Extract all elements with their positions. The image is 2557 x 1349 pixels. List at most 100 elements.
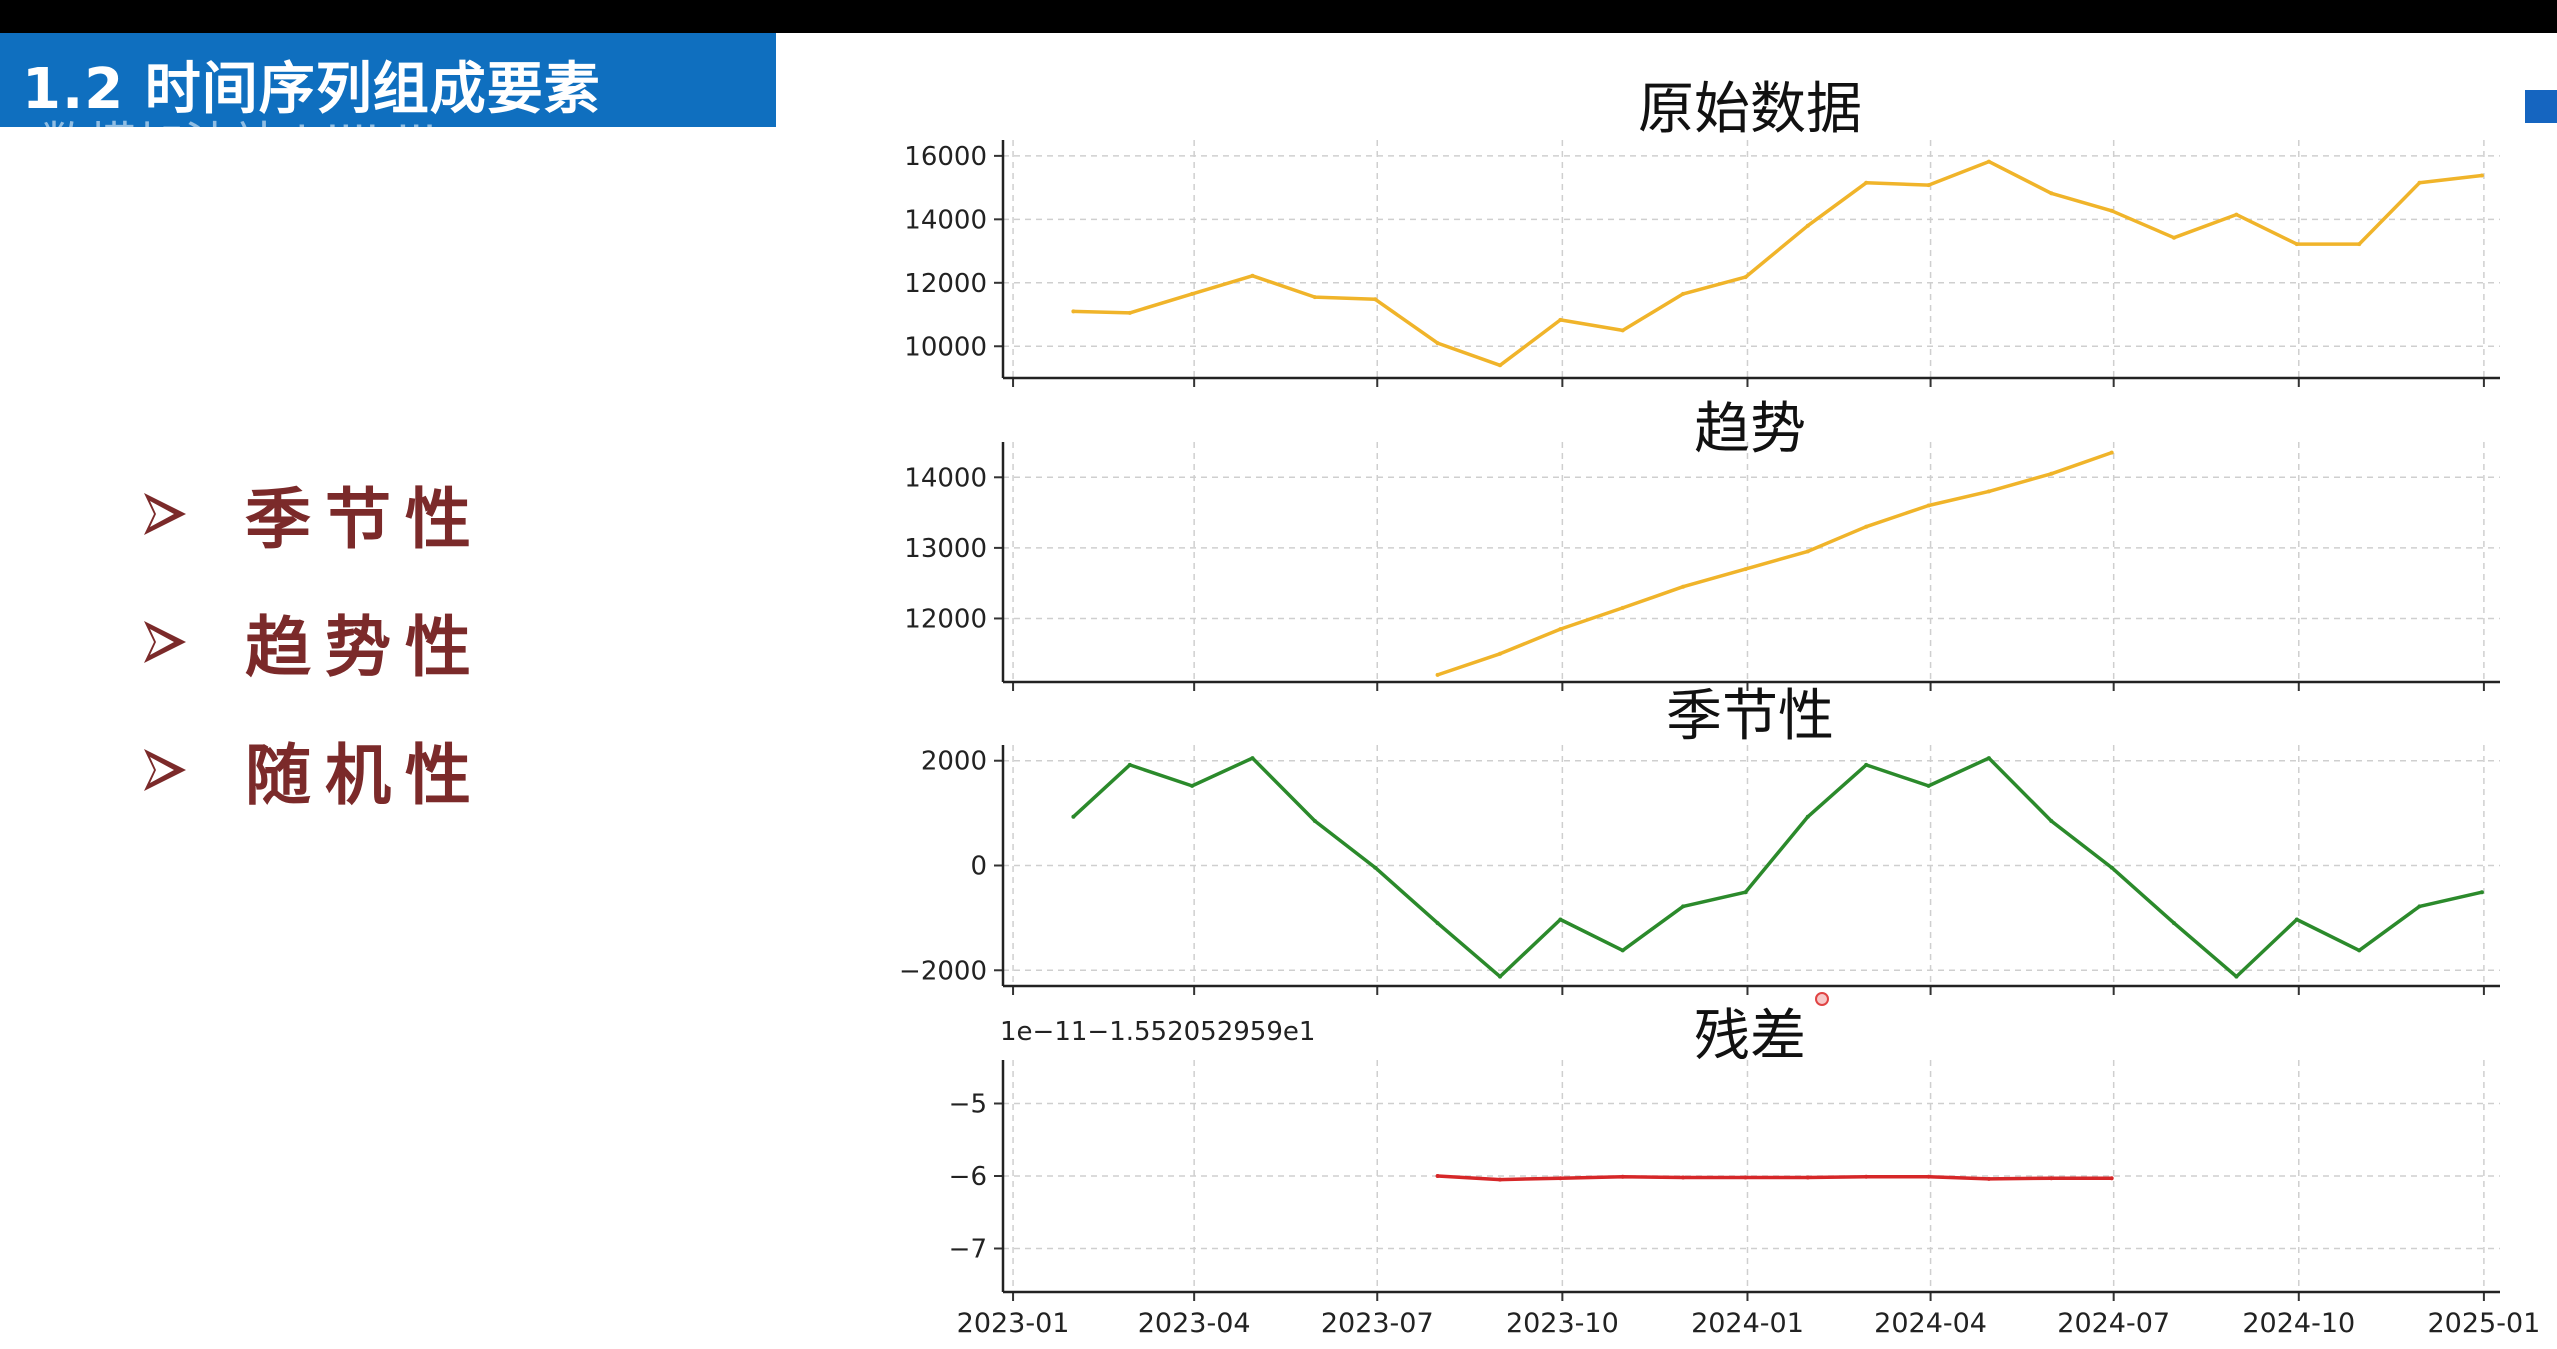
chart-title: 趋势 [1694,397,1806,462]
bullet-item-randomness: 随机性 [140,706,485,834]
chart-title: 原始数据 [1638,77,1862,142]
y-tick-label: 12000 [904,269,987,299]
data-point [1743,275,1748,280]
y-tick-label: 2000 [921,747,987,777]
y-tick-label: −7 [949,1235,987,1265]
series-line [1435,1174,2114,1182]
data-point [1250,273,1255,278]
y-tick-label: −6 [949,1162,987,1192]
data-point [1986,756,1991,761]
data-point [1926,183,1931,188]
data-point [1071,309,1076,314]
data-point [1681,291,1686,296]
top-black-bar [0,0,2557,33]
data-point [1435,672,1440,677]
data-point [1864,180,1869,185]
data-point [1743,890,1748,895]
data-point [2294,917,2299,922]
chart-title: 残差 [1694,1004,1806,1069]
x-tick-label: 2023-07 [1321,1308,1434,1339]
data-point [2417,904,2422,909]
data-point [1681,1175,1686,1180]
data-point [1558,627,1563,632]
x-tick-label: 2024-04 [1874,1308,1987,1339]
bullet-label: 季节性 [245,480,485,558]
data-point [1127,762,1132,767]
data-point [1743,1175,1748,1180]
data-point [2109,208,2114,213]
x-tick-label: 2023-01 [957,1308,1070,1339]
arrow-bullet-icon [144,749,186,791]
y-tick-label: 13000 [904,534,987,564]
data-point [1558,917,1563,922]
data-point [2479,890,2484,895]
data-point [1864,762,1869,767]
data-point [1127,310,1132,315]
bullet-label: 趋势性 [245,608,485,686]
data-point [1250,756,1255,761]
y-tick-label: −2000 [899,956,987,986]
data-point [1864,524,1869,529]
y-tick-label: 10000 [904,332,987,362]
data-point [2049,819,2054,823]
data-point [1681,904,1686,909]
series-line [1071,756,2484,979]
chart-title: 季节性 [1666,684,1834,749]
data-point [2417,180,2422,185]
data-point [1805,814,1810,819]
slide-title: 1.2 时间序列组成要素 [22,57,601,122]
data-point [1620,605,1625,610]
data-point [1312,295,1317,300]
data-point [1986,1176,1991,1181]
data-point [2049,1176,2054,1181]
x-tick-label: 2024-10 [2242,1308,2355,1339]
data-point [1373,297,1378,302]
data-point [1071,814,1076,819]
data-point [2172,235,2176,240]
data-point [1805,549,1810,554]
data-point [1620,1174,1625,1179]
arrow-bullet-icon [144,621,186,663]
data-point [2357,242,2362,247]
arrow-bullet-icon [144,493,186,535]
data-point [1986,489,1991,494]
data-point [1926,503,1931,508]
data-point [1743,567,1748,572]
x-tick-label: 2025-01 [2427,1308,2540,1339]
x-tick-label: 2023-04 [1138,1308,1251,1339]
data-point [1620,948,1625,953]
data-point [1373,865,1378,870]
y-tick-label: 0 [970,852,987,882]
data-point [1435,1174,1440,1178]
data-point [2109,450,2114,455]
series-line [1435,450,2114,677]
bullet-label: 随机性 [245,736,485,814]
y-tick-label: 12000 [904,604,987,634]
data-point [1986,159,1991,164]
data-point [2234,974,2239,979]
pointer-dot [1815,992,1829,1006]
y-tick-label: 14000 [904,463,987,493]
data-point [1498,1177,1502,1182]
bullet-item-seasonality: 季节性 [140,450,485,578]
data-point [1805,1175,1810,1180]
data-point [2294,242,2299,247]
axis-offset-label: 1e−11−1.552052959e1 [1000,1017,1315,1047]
x-tick-label: 2023-10 [1506,1308,1619,1339]
data-point [2234,212,2239,217]
data-point [1312,819,1317,823]
data-point [2479,173,2484,178]
data-point [1435,341,1440,346]
data-point [1498,363,1502,368]
y-tick-label: 14000 [904,205,987,235]
data-point [1864,1174,1869,1179]
data-point [2049,471,2054,476]
data-point [2357,948,2362,953]
y-tick-label: 16000 [904,142,987,172]
series-line [1071,159,2484,368]
data-point [1926,1174,1931,1179]
title-banner [0,33,776,127]
watermark: 数模加油站 bilibili [40,117,437,173]
bullet-list: 季节性 趋势性 随机性 [140,450,485,834]
